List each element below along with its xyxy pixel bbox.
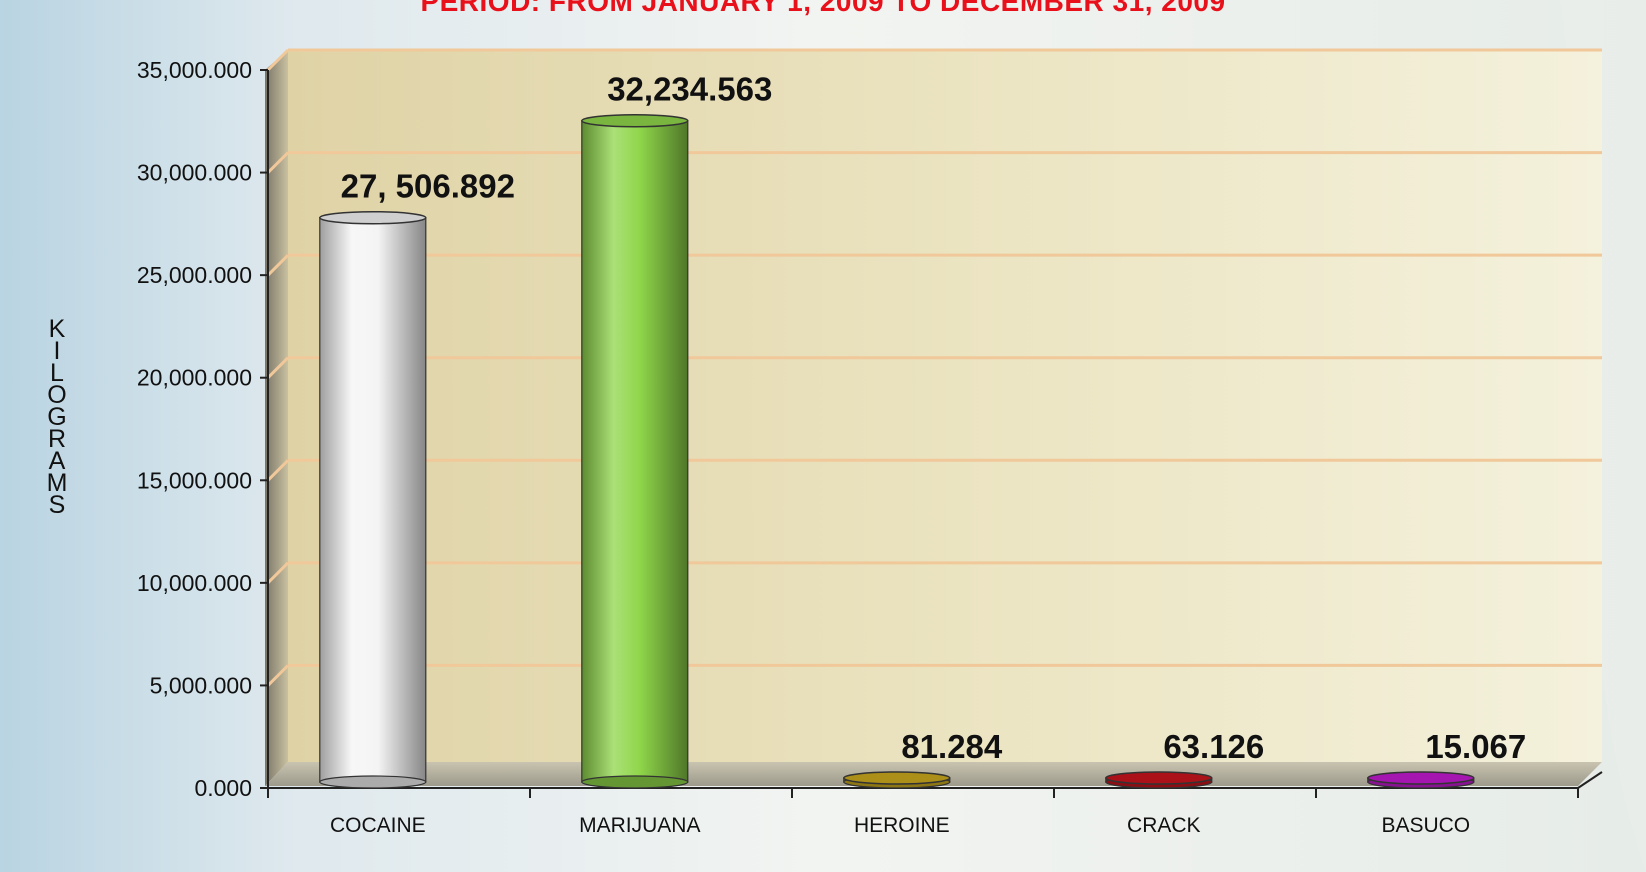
value-label-marijuana: 32,234.563: [607, 71, 772, 108]
bar-basuco: [1367, 771, 1475, 789]
y-tick-label: 30,000.000: [137, 160, 252, 186]
category-label-basuco: BASUCO: [1381, 814, 1470, 837]
plot-back-wall: [288, 50, 1602, 762]
x-axis-ticks: [267, 788, 1579, 798]
x-axis-depth-line: [1577, 771, 1603, 789]
gridlines: [266, 48, 1602, 687]
category-label-heroine: HEROINE: [854, 814, 950, 837]
y-tick-label: 0.000: [194, 775, 252, 801]
category-label-crack: CRACK: [1127, 814, 1201, 837]
bar-heroine: [843, 771, 951, 789]
bar-crack: [1105, 771, 1213, 789]
y-tick-label: 5,000.000: [150, 672, 252, 698]
category-label-marijuana: MARIJUANA: [579, 814, 700, 837]
bar-base: [581, 775, 689, 789]
gridline-side: [266, 254, 290, 277]
bar-marijuana: [581, 113, 689, 789]
gridline-side: [266, 356, 290, 379]
y-axis-ticks: 0.000 5,000.000 10,000.000 15,000.000 20,000…: [137, 57, 268, 801]
category-label-cocaine: COCAINE: [330, 814, 426, 837]
value-label-cocaine: 27, 506.892: [341, 168, 515, 205]
gridline-side: [266, 459, 290, 482]
y-tick-label: 35,000.000: [137, 57, 252, 83]
bar-top: [1367, 771, 1475, 785]
category-labels: COCAINE MARIJUANA HEROINE CRACK BASUCO: [330, 814, 1470, 837]
value-label-heroine: 81.284: [901, 728, 1003, 765]
y-tick-label: 25,000.000: [137, 262, 252, 288]
y-tick-label: 20,000.000: [137, 365, 252, 391]
y-tick-label: 15,000.000: [137, 467, 252, 493]
bars: [319, 113, 1475, 789]
bar-base: [319, 775, 427, 789]
chart-title: PERIOD: FROM JANUARY 1, 2009 TO DECEMBER…: [420, 0, 1226, 17]
bar-top: [1105, 771, 1213, 785]
value-labels: 27, 506.892 32,234.563 81.284 63.126 15.067: [341, 71, 1527, 765]
bar-top: [843, 771, 951, 785]
bar-body: [319, 217, 427, 783]
bar-top: [581, 113, 689, 128]
value-label-basuco: 15.067: [1425, 728, 1526, 765]
bar-cocaine: [319, 210, 427, 789]
gridline-side: [266, 151, 290, 174]
gridline-side: [266, 561, 290, 584]
gridline-side: [266, 48, 290, 72]
y-tick-label: 10,000.000: [137, 570, 252, 596]
bar-top: [319, 210, 427, 225]
bar-body: [581, 120, 689, 783]
plot-side-wall: [265, 50, 288, 786]
value-label-crack: 63.126: [1163, 728, 1264, 765]
gridline-side: [266, 664, 290, 687]
